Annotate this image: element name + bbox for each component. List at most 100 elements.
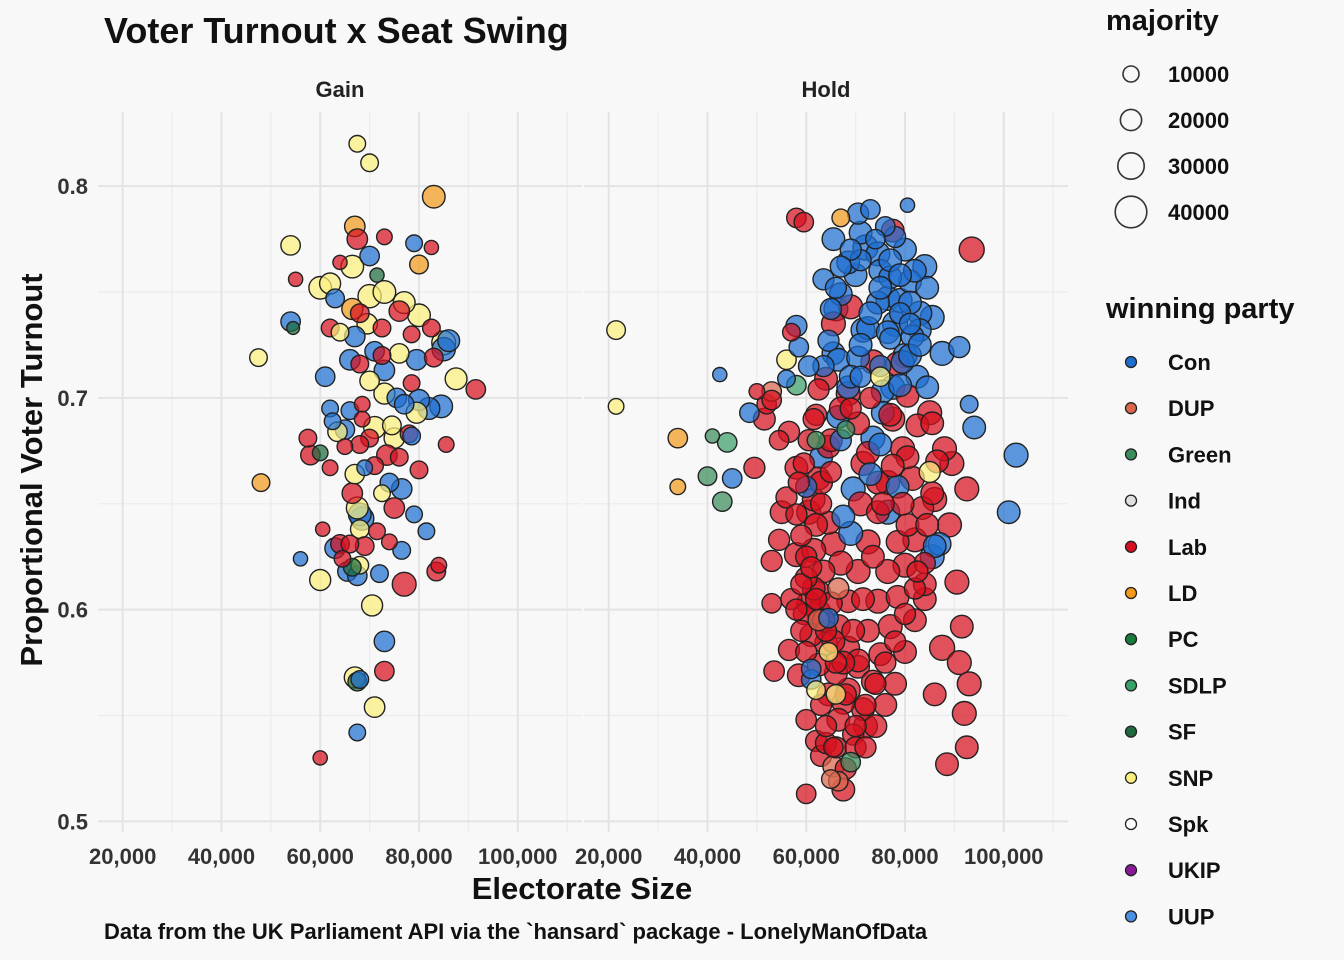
data-point-con: Con bbox=[373, 630, 396, 653]
data-point-lab: Lab bbox=[841, 618, 866, 643]
data-point-lab: Lab bbox=[430, 556, 448, 574]
data-point-con: Con bbox=[898, 312, 922, 335]
data-point-snp: SNP bbox=[373, 484, 392, 503]
data-point-lab: Lab bbox=[946, 649, 972, 676]
data-point-con: Con bbox=[797, 355, 820, 377]
size-legend-title: majority bbox=[1106, 5, 1219, 37]
color-legend-key bbox=[1124, 586, 1138, 600]
data-point-lab: Lab bbox=[372, 318, 392, 338]
data-point-lab: Lab bbox=[314, 521, 331, 538]
data-point-green: Green bbox=[711, 491, 733, 512]
data-point-con: Con bbox=[962, 415, 987, 440]
data-point-lab: Lab bbox=[748, 383, 766, 401]
data-point-con: Con bbox=[721, 467, 743, 489]
data-point-lab: Lab bbox=[928, 634, 956, 661]
data-point-green: Green bbox=[840, 751, 862, 773]
data-point-lab: Lab bbox=[312, 750, 329, 766]
data-point-snp: SNP bbox=[280, 234, 301, 256]
data-point-lab: Lab bbox=[743, 456, 766, 479]
data-point-con: Con bbox=[865, 228, 886, 250]
data-point-lab: Lab bbox=[854, 736, 877, 759]
data-point-lab: Lab bbox=[375, 228, 393, 246]
data-point-lab: Lab bbox=[873, 692, 898, 717]
data-point-lab: Lab bbox=[775, 486, 798, 509]
facet-label-hold: Hold bbox=[802, 77, 851, 102]
color-legend-label: SNP bbox=[1168, 766, 1213, 791]
y-tick-label: 0.5 bbox=[57, 809, 88, 834]
size-legend-key bbox=[1122, 65, 1140, 83]
x-tick-label: 100,000 bbox=[964, 844, 1044, 869]
data-point-con: Con bbox=[405, 234, 424, 253]
color-legend-label: SDLP bbox=[1168, 673, 1227, 698]
data-point-con: Con bbox=[402, 426, 422, 446]
data-point-lab: Lab bbox=[353, 410, 371, 428]
data-point-ld: LD bbox=[831, 208, 851, 228]
data-point-ld: LD bbox=[251, 473, 271, 493]
x-axis-ticks: 20,000 40,000 60,000 80,000 100,000 20,000 40,… bbox=[89, 844, 1044, 869]
data-point-lab: Lab bbox=[402, 325, 421, 344]
x-tick-label: 80,000 bbox=[871, 844, 938, 869]
color-legend-label: LD bbox=[1168, 581, 1197, 606]
data-point-lab: Lab bbox=[423, 239, 440, 256]
color-legend-label: UUP bbox=[1168, 904, 1214, 929]
data-point-lab: Lab bbox=[409, 460, 429, 480]
data-point-lab: Lab bbox=[807, 378, 830, 401]
data-point-con: Con bbox=[858, 301, 883, 326]
data-point-lab: Lab bbox=[844, 714, 867, 738]
data-point-lab: Lab bbox=[823, 736, 844, 758]
color-legend-label: Con bbox=[1168, 350, 1211, 375]
color-legend-key bbox=[1124, 633, 1138, 646]
data-point-con: Con bbox=[359, 245, 380, 267]
y-tick-label: 0.6 bbox=[57, 598, 88, 623]
color-legend-key bbox=[1124, 910, 1138, 923]
data-point-snp: SNP bbox=[818, 642, 839, 663]
data-point-lab: Lab bbox=[761, 592, 783, 614]
data-point-lab: Lab bbox=[860, 544, 885, 569]
data-point-lab: Lab bbox=[388, 300, 411, 322]
data-point-snp: SNP bbox=[363, 696, 386, 718]
data-point-lab: Lab bbox=[935, 752, 960, 777]
data-point-con: Con bbox=[393, 393, 415, 415]
data-point-sdlp: SDLP bbox=[716, 431, 738, 453]
chart-caption: Data from the UK Parliament API via the … bbox=[104, 919, 928, 944]
data-point-lab: Lab bbox=[761, 389, 783, 411]
data-point-lab: Lab bbox=[795, 708, 818, 731]
data-point-lab: Lab bbox=[883, 671, 908, 696]
data-point-lab: Lab bbox=[402, 374, 421, 393]
data-point-con: Con bbox=[948, 335, 971, 359]
data-point-ld: LD bbox=[421, 184, 446, 209]
chart-title: Voter Turnout x Seat Swing bbox=[104, 10, 569, 51]
data-point-lab: Lab bbox=[437, 436, 455, 454]
color-legend-key bbox=[1124, 355, 1138, 369]
data-point-snp: SNP bbox=[806, 680, 827, 701]
data-point-lab: Lab bbox=[883, 630, 907, 653]
color-legend-key bbox=[1124, 494, 1138, 507]
size-legend-label: 10000 bbox=[1168, 62, 1229, 87]
data-point-con: Con bbox=[712, 366, 728, 383]
data-point-lab: Lab bbox=[763, 660, 785, 682]
data-point-con: Con bbox=[314, 366, 336, 388]
data-point-lab: Lab bbox=[790, 524, 813, 547]
data-point-lab: Lab bbox=[859, 386, 882, 410]
data-point-lab: Lab bbox=[906, 560, 929, 583]
x-tick-label: 60,000 bbox=[773, 844, 840, 869]
data-point-con: Con bbox=[879, 327, 902, 350]
data-point-con: Con bbox=[839, 238, 862, 261]
data-point-lab: Lab bbox=[893, 602, 917, 626]
data-point-con: Con bbox=[292, 551, 309, 567]
data-point-con: Con bbox=[821, 227, 846, 252]
data-point-lab: Lab bbox=[350, 354, 370, 374]
data-point-lab: Lab bbox=[954, 476, 980, 502]
data-point-con: Con bbox=[323, 412, 342, 431]
data-point-con: Con bbox=[777, 369, 797, 389]
data-point-con: Con bbox=[829, 255, 852, 278]
data-point-con: Con bbox=[405, 505, 424, 524]
x-tick-label: 40,000 bbox=[188, 844, 255, 869]
data-point-lab: Lab bbox=[298, 428, 318, 448]
data-point-lab: Lab bbox=[795, 783, 817, 805]
color-legend-label: PC bbox=[1168, 627, 1199, 652]
facet-panel-hold: LabLabConConConLabLabLabLabConConConConL… bbox=[584, 112, 1068, 832]
size-legend-key bbox=[1119, 108, 1143, 132]
data-point-lab: Lab bbox=[287, 271, 304, 288]
